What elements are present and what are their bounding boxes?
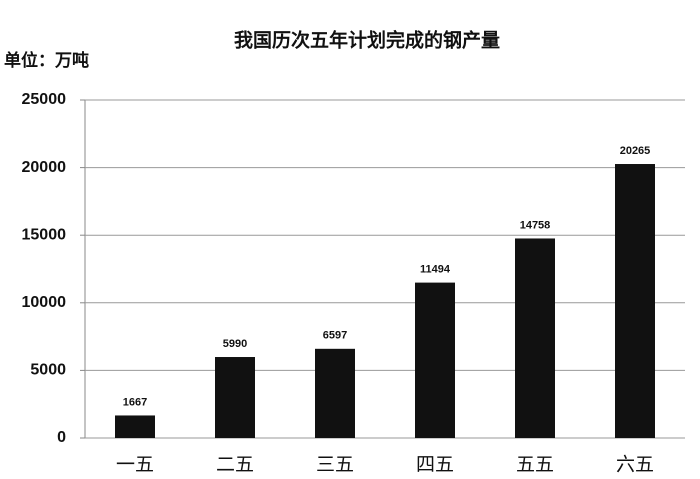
bar: [515, 238, 555, 438]
x-tick-label: 四五: [416, 454, 454, 475]
x-tick-label: 五五: [516, 454, 554, 475]
x-tick-label: 二五: [216, 454, 254, 475]
chart-title: 我国历次五年计划完成的钢产量: [234, 28, 500, 51]
x-tick-label: 三五: [316, 454, 354, 475]
bar: [215, 357, 255, 438]
value-label: 5990: [223, 338, 247, 350]
x-tick-label: 一五: [116, 454, 154, 475]
y-tick-label: 25000: [22, 91, 67, 108]
value-label: 6597: [323, 330, 347, 342]
bar: [315, 348, 355, 438]
value-label: 14758: [520, 219, 551, 231]
y-tick-label: 0: [57, 429, 66, 446]
bar: [415, 282, 455, 438]
bar: [615, 164, 655, 438]
value-label: 1667: [123, 396, 147, 408]
y-tick-label: 10000: [22, 294, 67, 311]
y-tick-label: 5000: [30, 362, 66, 379]
value-label: 11494: [420, 264, 451, 276]
bar: [115, 415, 155, 438]
y-axis-label: 单位：万吨: [4, 50, 89, 70]
y-tick-label: 20000: [22, 159, 67, 176]
y-tick-label: 15000: [22, 226, 67, 243]
x-tick-label: 六五: [616, 453, 654, 475]
value-label: 20265: [620, 145, 651, 157]
